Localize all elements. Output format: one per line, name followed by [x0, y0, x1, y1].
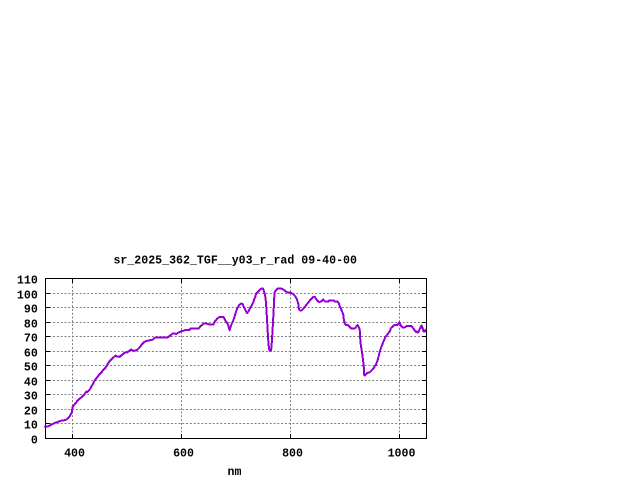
svg-text:70: 70: [24, 332, 38, 345]
svg-text:nm: nm: [228, 466, 242, 479]
svg-text:90: 90: [24, 303, 38, 316]
svg-text:50: 50: [24, 361, 38, 374]
svg-text:800: 800: [282, 448, 303, 461]
svg-text:80: 80: [24, 318, 38, 331]
svg-text:sr_2025_362_TGF__y03_r_rad 09-: sr_2025_362_TGF__y03_r_rad 09-40-00: [113, 255, 357, 268]
svg-text:0: 0: [31, 434, 38, 447]
svg-text:30: 30: [24, 390, 38, 403]
svg-text:40: 40: [24, 376, 38, 389]
svg-text:100: 100: [17, 289, 38, 302]
svg-text:1000: 1000: [388, 448, 416, 461]
svg-text:10: 10: [24, 419, 38, 432]
svg-text:600: 600: [173, 448, 194, 461]
svg-text:60: 60: [24, 347, 38, 360]
svg-text:400: 400: [64, 448, 85, 461]
svg-text:20: 20: [24, 405, 38, 418]
svg-text:110: 110: [17, 274, 38, 287]
